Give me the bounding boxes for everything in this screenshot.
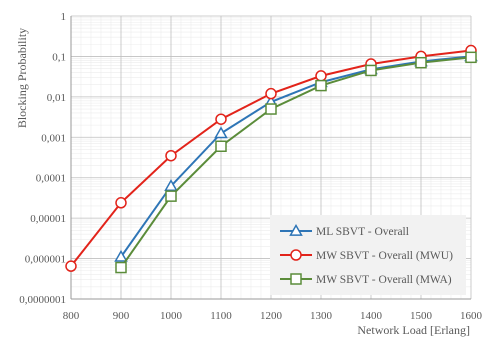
data-point bbox=[265, 87, 277, 100]
data-point bbox=[315, 79, 327, 92]
data-point bbox=[165, 190, 177, 202]
data-point bbox=[164, 179, 178, 191]
data-point bbox=[114, 249, 128, 262]
data-point bbox=[65, 260, 77, 272]
legend-label: MW SBVT - Overall (MWA) bbox=[316, 274, 452, 286]
x-tick-label: 1300 bbox=[310, 310, 333, 322]
y-tick-label: 0,0001 bbox=[36, 173, 66, 185]
y-tick-label: 0,1 bbox=[52, 51, 66, 63]
legend-label: MW SBVT - Overall (MWU) bbox=[316, 250, 453, 262]
legend-swatch-marker bbox=[290, 273, 302, 285]
series-line bbox=[120, 55, 472, 258]
series-layer bbox=[65, 44, 478, 274]
data-point bbox=[315, 70, 327, 82]
x-tick-label: 900 bbox=[113, 310, 130, 322]
data-point bbox=[165, 149, 177, 162]
y-tick-label: 0,000001 bbox=[25, 254, 66, 266]
data-point bbox=[265, 103, 277, 115]
legend-label: ML SBVT - Overall bbox=[316, 226, 409, 238]
data-point bbox=[415, 56, 427, 69]
axes: 0,0000001 0,000001 0,00001 0,0001 0,001 0,01 0… bbox=[19, 11, 482, 322]
series-square bbox=[115, 51, 477, 274]
x-tick-label: 800 bbox=[63, 310, 80, 322]
data-point bbox=[465, 51, 477, 64]
y-tick-label: 1 bbox=[61, 11, 67, 23]
data-point bbox=[115, 197, 127, 209]
y-tick-label: 0,0000001 bbox=[19, 294, 66, 306]
y-tick-label: 0,00001 bbox=[30, 213, 66, 225]
data-point bbox=[115, 261, 127, 274]
x-tick-label: 1400 bbox=[360, 310, 383, 322]
x-tick-label: 1600 bbox=[460, 310, 483, 322]
x-tick-label: 1100 bbox=[210, 310, 232, 322]
y-tick-label: 0,01 bbox=[47, 92, 66, 104]
series-line bbox=[120, 56, 472, 269]
x-axis-label: Network Load [Erlang] bbox=[357, 323, 470, 337]
y-tick-label: 0,001 bbox=[41, 132, 66, 144]
x-tick-label: 1000 bbox=[160, 310, 183, 322]
data-point bbox=[215, 113, 227, 125]
data-point bbox=[365, 64, 377, 77]
data-point bbox=[214, 126, 228, 139]
x-tick-label: 1500 bbox=[410, 310, 433, 322]
x-tick-label: 1200 bbox=[260, 310, 283, 322]
data-point bbox=[215, 140, 227, 153]
legend-swatch-marker bbox=[289, 223, 303, 236]
y-axis-label: Blocking Probability bbox=[15, 28, 29, 128]
legend: ML SBVT - Overall MW SBVT - Overall (MWU)… bbox=[270, 215, 466, 295]
legend-swatch-marker bbox=[290, 249, 302, 261]
